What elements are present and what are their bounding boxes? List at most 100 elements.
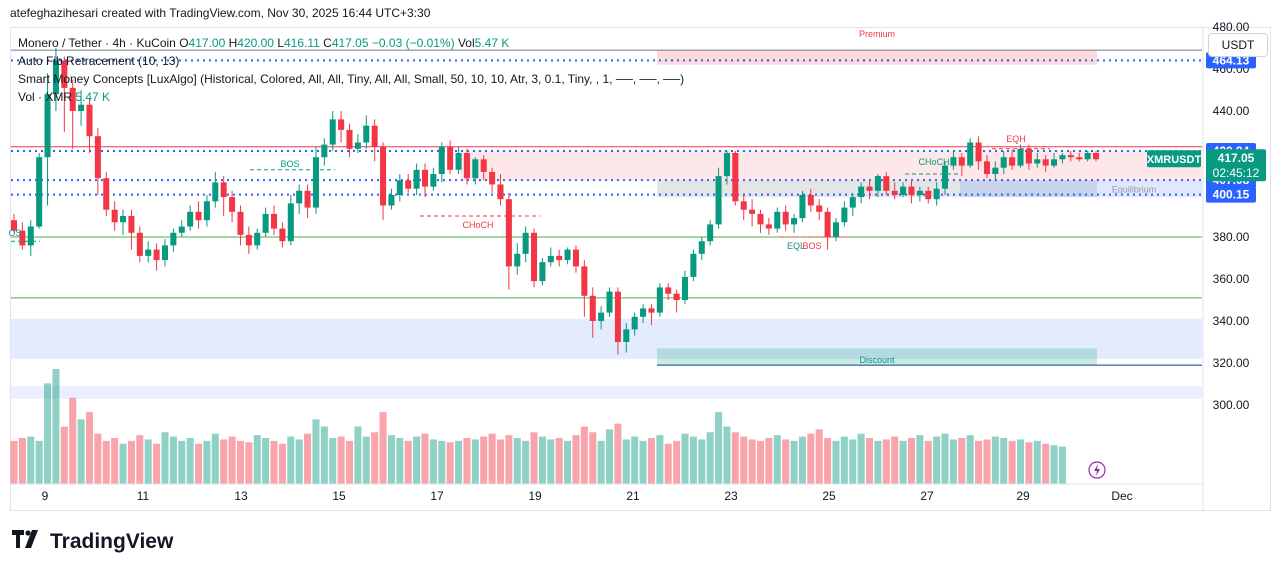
- volume-bar-53: [455, 440, 463, 484]
- x-tick-7: 23: [724, 489, 738, 503]
- volume-bar-121: [1025, 442, 1033, 484]
- volume-bar-90: [765, 438, 773, 484]
- volume-bar-105: [891, 436, 899, 484]
- symbol-name[interactable]: Monero / Tether · 4h · KuCoin: [18, 36, 176, 50]
- volume-bar-124: [1050, 445, 1058, 484]
- volume-bar-18: [161, 432, 169, 484]
- candle-body-12: [111, 209, 118, 223]
- chart-frame[interactable]: [10, 27, 1271, 511]
- volume-bar-47: [404, 440, 412, 484]
- candle-body-15: [136, 232, 143, 256]
- volume-bar-51: [438, 440, 446, 484]
- candle-body-87: [740, 201, 747, 210]
- volume-bar-73: [622, 439, 630, 484]
- volume-bar-27: [236, 440, 244, 484]
- volume-bar-52: [446, 442, 454, 484]
- candle-body-2: [27, 226, 34, 246]
- volume-bar-92: [782, 439, 790, 484]
- volume-bar-123: [1042, 443, 1050, 484]
- y-tick-3: 360.00: [1213, 272, 1250, 286]
- volume-bar-5: [52, 369, 60, 484]
- candle-body-76: [648, 308, 655, 313]
- candle-body-102: [866, 186, 873, 191]
- volume-bar-80: [681, 433, 689, 484]
- candle-body-21: [187, 211, 194, 227]
- volume-bar-62: [530, 432, 538, 484]
- low-zone: [11, 386, 1202, 399]
- countdown-value: 02:45:12: [1213, 166, 1260, 180]
- candle-body-97: [824, 211, 831, 237]
- premium-zone: [657, 50, 1097, 65]
- y-tick-0: 300.00: [1213, 398, 1250, 412]
- currency-selector[interactable]: USDT: [1208, 33, 1268, 57]
- candle-body-82: [698, 241, 705, 254]
- x-tick-0: 9: [42, 489, 49, 503]
- candle-body-74: [631, 316, 638, 330]
- lightning-icon[interactable]: [1088, 461, 1106, 479]
- volume-bar-88: [748, 439, 756, 484]
- indicator-volume[interactable]: Vol · XMR 5.47 K: [18, 88, 684, 106]
- blue-level-tag-3: 400.15: [1213, 188, 1250, 202]
- volume-bar-70: [597, 440, 605, 484]
- volume-bar-94: [798, 436, 806, 484]
- x-tick-1: 11: [137, 489, 150, 503]
- volume-bar-17: [153, 443, 161, 484]
- candle-body-121: [1025, 148, 1032, 164]
- volume-bar-106: [899, 440, 907, 484]
- candle-body-72: [614, 291, 621, 342]
- candle-body-3: [36, 157, 43, 227]
- volume-bar-83: [706, 432, 714, 484]
- candle-body-81: [690, 253, 697, 277]
- volume-bar-125: [1058, 446, 1066, 484]
- volume-bar-15: [136, 435, 144, 484]
- candle-body-103: [874, 176, 881, 191]
- volume-bar-85: [723, 426, 731, 484]
- candle-body-57: [489, 171, 496, 185]
- volume-bar-113: [958, 438, 966, 484]
- indicator-smc[interactable]: Smart Money Concepts [LuxAlgo] (Historic…: [18, 72, 685, 86]
- equilibrium-label: Equilibrium: [1112, 184, 1157, 194]
- candle-body-38: [329, 119, 336, 145]
- candle-body-45: [388, 195, 395, 206]
- discount-label: Discount: [859, 355, 895, 365]
- os-label: OS: [8, 228, 21, 238]
- candle-body-94: [799, 195, 806, 219]
- candle-body-111: [942, 165, 949, 189]
- candle-body-54: [463, 153, 470, 179]
- x-tick-11: Dec: [1111, 489, 1132, 503]
- candle-body-88: [749, 209, 756, 214]
- candle-body-33: [287, 203, 294, 242]
- supply-zone: [460, 150, 1202, 181]
- candle-body-19: [170, 232, 177, 246]
- demand-zone-right: [960, 180, 1202, 198]
- volume-bar-98: [832, 440, 840, 484]
- candle-body-117: [992, 167, 999, 174]
- volume-bar-35: [304, 433, 312, 484]
- candle-body-63: [539, 262, 546, 282]
- candle-body-0: [10, 220, 18, 231]
- choch-label-2: CHoCH: [918, 157, 949, 167]
- volume-bar-81: [689, 436, 697, 484]
- indicator-fib[interactable]: Auto Fib Retracement (10, 13): [18, 54, 180, 68]
- choch-label-1: CHoCH: [462, 220, 493, 230]
- candle-body-114: [967, 142, 974, 166]
- y-tick-4: 380.00: [1213, 230, 1250, 244]
- volume-bar-23: [203, 440, 211, 484]
- volume-bar-1: [18, 438, 26, 484]
- candle-body-109: [925, 190, 932, 200]
- candle-body-41: [354, 142, 361, 149]
- volume-bar-69: [589, 432, 597, 484]
- candle-body-79: [673, 293, 680, 300]
- volume-bar-6: [60, 426, 68, 484]
- volume-bar-59: [505, 435, 513, 484]
- volume-bar-76: [647, 438, 655, 484]
- volume-bar-95: [807, 433, 815, 484]
- candle-body-80: [681, 276, 689, 300]
- candle-body-46: [396, 180, 403, 195]
- open-value: 417.00: [188, 36, 226, 50]
- candle-body-29: [254, 232, 261, 246]
- candle-body-11: [103, 178, 110, 210]
- candle-body-106: [900, 186, 907, 195]
- volume-bar-96: [815, 429, 823, 484]
